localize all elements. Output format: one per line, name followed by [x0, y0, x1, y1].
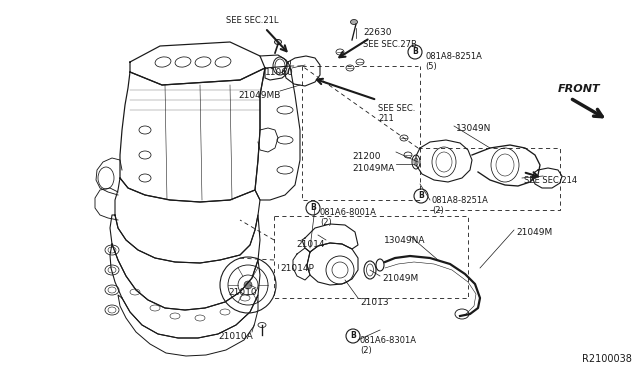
Circle shape	[244, 281, 252, 289]
Text: 13049NA: 13049NA	[384, 236, 426, 245]
Text: 081A8-8251A
(5): 081A8-8251A (5)	[425, 52, 482, 71]
Ellipse shape	[351, 19, 358, 25]
Ellipse shape	[275, 39, 282, 45]
Text: SEE SEC.21L: SEE SEC.21L	[226, 16, 278, 25]
Text: 22630: 22630	[363, 28, 392, 37]
Text: B: B	[310, 203, 316, 212]
Text: 21049MB: 21049MB	[238, 91, 280, 100]
Text: 21013: 21013	[360, 298, 388, 307]
Text: R2100038: R2100038	[582, 354, 632, 364]
Text: 21014P: 21014P	[280, 264, 314, 273]
Text: 13049N: 13049N	[456, 124, 492, 133]
Text: SEE SEC.214: SEE SEC.214	[524, 176, 577, 185]
Text: 21010A: 21010A	[218, 332, 253, 341]
Text: 081A8-8251A
(2): 081A8-8251A (2)	[432, 196, 489, 215]
Text: B: B	[412, 48, 418, 57]
Text: 21049M: 21049M	[382, 274, 419, 283]
Text: 21014: 21014	[296, 240, 324, 249]
Text: SEE SEC.
211: SEE SEC. 211	[378, 104, 415, 124]
Text: B: B	[350, 331, 356, 340]
Text: 21049MA: 21049MA	[352, 164, 394, 173]
Text: 21200: 21200	[352, 152, 381, 161]
Text: 21010: 21010	[228, 288, 257, 297]
Text: 11060: 11060	[265, 68, 294, 77]
Text: 081A6-8301A
(2): 081A6-8301A (2)	[360, 336, 417, 355]
Text: 21049M: 21049M	[516, 228, 552, 237]
Text: FRONT: FRONT	[558, 84, 600, 94]
Text: 081A6-8001A
(2): 081A6-8001A (2)	[320, 208, 377, 227]
Text: B: B	[418, 192, 424, 201]
Text: SEE SEC.27B: SEE SEC.27B	[363, 40, 417, 49]
